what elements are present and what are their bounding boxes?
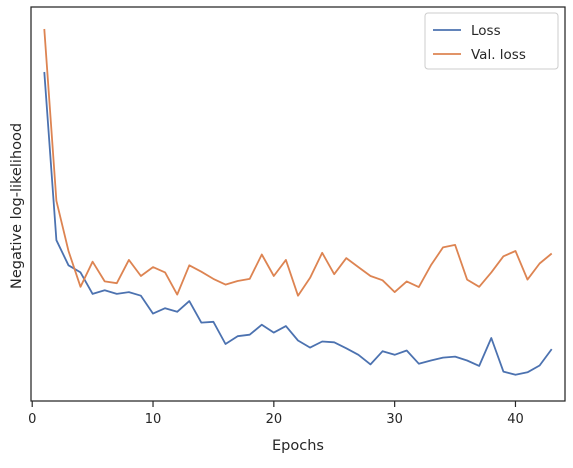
y-axis-title: Negative log-likelihood: [9, 123, 25, 289]
legend-label-loss: Loss: [471, 23, 501, 39]
legend-label-val-loss: Val. loss: [471, 47, 526, 63]
x-tick-label: 20: [266, 412, 283, 427]
x-axis: 0 10 20 30 40: [28, 401, 524, 427]
x-tick-label: 0: [28, 412, 36, 427]
x-tick-label: 30: [386, 412, 403, 427]
legend-box: [424, 12, 559, 70]
x-tick-label: 10: [145, 412, 162, 427]
legend: Loss Val. loss: [424, 12, 559, 70]
series-line-loss: [43, 71, 553, 376]
plot-area: [43, 28, 553, 376]
x-axis-title: Epochs: [272, 438, 324, 454]
x-tick-label: 40: [507, 412, 524, 427]
series-line-val-loss: [43, 28, 553, 297]
plot-frame: [30, 6, 566, 402]
